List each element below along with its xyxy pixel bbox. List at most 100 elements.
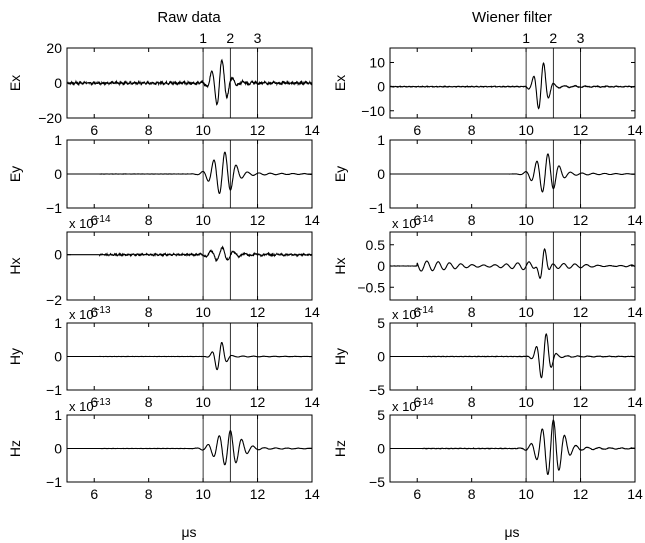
panel-raw-hx-frame <box>66 231 313 301</box>
panel-raw-hz-series-line <box>67 429 313 466</box>
x-tick-label: 6 <box>90 394 98 410</box>
panel-raw-hy-series-line <box>67 342 313 371</box>
y-axis-label: Ex <box>332 75 348 91</box>
marker-label-3: 3 <box>254 30 262 46</box>
marker-label-3: 3 <box>577 30 585 46</box>
y-tick-label: 0 <box>54 247 62 263</box>
x-tick-label: 10 <box>518 486 534 502</box>
x-tick-label: 6 <box>90 122 98 138</box>
x-tick-label: 6 <box>90 304 98 320</box>
y-axis-label: Hy <box>7 348 23 365</box>
x-tick-label: 10 <box>195 304 211 320</box>
y-tick-label: 5 <box>377 407 385 423</box>
x-tick-label: 12 <box>573 394 589 410</box>
x-tick-label: 12 <box>250 212 266 228</box>
marker-label-1: 1 <box>199 30 207 46</box>
y-axis-label: Hy <box>332 348 348 365</box>
x-tick-label: 10 <box>195 122 211 138</box>
x-tick-label: 12 <box>250 122 266 138</box>
y-tick-label: −1 <box>46 382 62 398</box>
y-tick-label: 1 <box>54 315 62 331</box>
marker-label-2: 2 <box>549 30 557 46</box>
y-tick-label: −0.5 <box>357 279 385 295</box>
y-axis-label: Hx <box>332 257 348 274</box>
axis-exponent: x 10−14 <box>392 305 434 322</box>
y-tick-label: 0 <box>54 349 62 365</box>
y-tick-label: 0 <box>54 75 62 91</box>
x-tick-label: 8 <box>145 394 153 410</box>
column-title-wiener: Wiener filter <box>472 9 552 26</box>
y-axis-label: Ey <box>332 166 348 182</box>
x-tick-label: 6 <box>413 122 421 138</box>
axis-exponent: x 10−14 <box>69 214 111 231</box>
x-tick-label: 10 <box>518 212 534 228</box>
x-tick-label: 6 <box>90 486 98 502</box>
y-tick-label: 5 <box>377 315 385 331</box>
column-title-raw: Raw data <box>157 9 221 26</box>
panel-wiener-hz-series-line <box>390 419 636 475</box>
x-tick-label: 8 <box>468 394 476 410</box>
x-tick-label: 10 <box>518 304 534 320</box>
x-tick-label: 14 <box>304 212 320 228</box>
panel-raw-ey-series-line <box>67 151 313 194</box>
x-tick-label: 12 <box>573 212 589 228</box>
y-tick-label: −2 <box>46 292 62 308</box>
y-tick-label: 1 <box>54 132 62 148</box>
y-tick-label: −10 <box>361 103 385 119</box>
y-tick-label: 0 <box>377 79 385 95</box>
x-tick-label: 10 <box>195 394 211 410</box>
x-tick-label: 10 <box>518 122 534 138</box>
x-tick-label: 14 <box>627 304 643 320</box>
axis-exponent: x 10−13 <box>69 397 111 414</box>
y-tick-label: −5 <box>369 474 385 490</box>
y-tick-label: 10 <box>369 54 385 70</box>
panel-raw-hx-series-line <box>67 245 313 263</box>
y-tick-label: 0 <box>54 166 62 182</box>
x-tick-label: 12 <box>573 304 589 320</box>
xlabel-wiener: μs <box>504 524 519 540</box>
x-tick-label: 6 <box>413 486 421 502</box>
x-tick-label: 14 <box>304 304 320 320</box>
y-tick-label: 20 <box>46 40 62 56</box>
axis-exponent: x 10−14 <box>392 214 434 231</box>
axis-exponent: x 10−14 <box>392 397 434 414</box>
x-tick-label: 8 <box>145 304 153 320</box>
x-tick-label: 14 <box>304 122 320 138</box>
x-tick-label: 8 <box>145 212 153 228</box>
marker-label-1: 1 <box>522 30 530 46</box>
x-tick-label: 8 <box>145 122 153 138</box>
x-tick-label: 8 <box>468 486 476 502</box>
y-tick-label: 0 <box>377 166 385 182</box>
x-tick-label: 10 <box>518 394 534 410</box>
panel-wiener-hy-series-line <box>390 333 636 379</box>
xlabel-raw: μs <box>181 524 196 540</box>
panel-raw-ex-series-line <box>66 58 313 106</box>
y-tick-label: 0 <box>54 441 62 457</box>
y-tick-label: −5 <box>369 382 385 398</box>
x-tick-label: 10 <box>195 212 211 228</box>
x-tick-label: 14 <box>304 394 320 410</box>
panel-wiener-ex-frame <box>389 47 636 119</box>
panel-wiener-ey-series-line <box>390 153 636 193</box>
x-tick-label: 14 <box>627 212 643 228</box>
y-axis-label: Hz <box>7 440 23 457</box>
x-tick-label: 14 <box>304 486 320 502</box>
y-tick-label: 0 <box>377 349 385 365</box>
x-tick-label: 8 <box>468 212 476 228</box>
panel-wiener-hx-series-line <box>390 248 636 280</box>
y-tick-label: −1 <box>46 474 62 490</box>
y-tick-label: 0 <box>377 441 385 457</box>
y-tick-label: 0 <box>377 258 385 274</box>
y-tick-label: 1 <box>54 407 62 423</box>
y-axis-label: Ey <box>7 166 23 182</box>
x-tick-label: 14 <box>627 486 643 502</box>
y-tick-label: 0.5 <box>366 237 386 253</box>
panel-wiener-ex-series-line <box>389 62 636 110</box>
x-tick-label: 12 <box>250 486 266 502</box>
x-tick-label: 6 <box>413 304 421 320</box>
x-tick-label: 10 <box>195 486 211 502</box>
y-tick-label: −1 <box>46 200 62 216</box>
y-tick-label: 1 <box>377 132 385 148</box>
